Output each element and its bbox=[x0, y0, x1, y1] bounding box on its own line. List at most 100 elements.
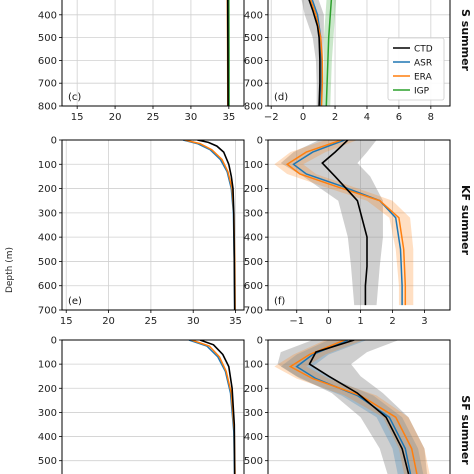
x-tick-label: 20 bbox=[102, 316, 115, 327]
panel-frame bbox=[267, 339, 451, 474]
y-tick-label: 300 bbox=[38, 208, 57, 219]
y-tick-label: 200 bbox=[244, 384, 263, 395]
y-tick-label: 200 bbox=[244, 184, 263, 195]
row-label-kf-summer: KF summer bbox=[459, 185, 472, 256]
y-tick-label: 600 bbox=[38, 56, 57, 67]
x-tick-label: 6 bbox=[396, 112, 402, 123]
y-tick-label: 300 bbox=[244, 208, 263, 219]
y-tick-label: 700 bbox=[244, 79, 263, 90]
x-tick-label: 15 bbox=[60, 316, 73, 327]
panel-6: 0 100 200 300 400 500 bbox=[244, 336, 451, 474]
series-line-igp bbox=[325, 0, 333, 106]
legend-label-igp: IGP bbox=[414, 87, 430, 97]
y-tick-label: 500 bbox=[244, 33, 263, 44]
series-line-era bbox=[309, 0, 324, 106]
y-tick-label: 0 bbox=[51, 336, 57, 347]
x-tick-label: 0 bbox=[300, 112, 306, 123]
plot-area bbox=[182, 140, 236, 310]
x-tick-label: 20 bbox=[109, 112, 122, 123]
y-tick-label: 0 bbox=[51, 136, 57, 147]
y-tick-label: 500 bbox=[38, 257, 57, 268]
legend-label-ctd: CTD bbox=[414, 45, 433, 55]
series-line-asr bbox=[292, 140, 403, 306]
y-tick-label: 400 bbox=[38, 432, 57, 443]
x-tick-label: 3 bbox=[421, 316, 427, 327]
y-tick-label: 700 bbox=[38, 79, 57, 90]
series-line-era bbox=[184, 140, 236, 310]
panel-frame bbox=[267, 139, 451, 311]
y-tick-label: 100 bbox=[38, 360, 57, 371]
x-tick-label: 8 bbox=[428, 112, 434, 123]
x-tick-label: 2 bbox=[332, 112, 338, 123]
y-tick-label: 100 bbox=[244, 360, 263, 371]
band-asr bbox=[280, 340, 424, 474]
legend: CTD ASR ERA IGP bbox=[387, 37, 445, 101]
y-tick-label: 600 bbox=[244, 56, 263, 67]
y-tick-label: 700 bbox=[38, 306, 57, 317]
y-tick-label: 500 bbox=[244, 257, 263, 268]
series-line-ctd bbox=[308, 340, 410, 474]
x-tick-label: −2 bbox=[264, 112, 279, 123]
row-label-sf-summer: SF summer bbox=[459, 395, 472, 465]
panel-4: 0 100 200 300 400 500 600 700 −1 0 1 2 3 (f) bbox=[244, 136, 451, 327]
y-tick-label: 600 bbox=[244, 281, 263, 292]
y-tick-label: 400 bbox=[244, 10, 263, 21]
y-tick-label: 800 bbox=[244, 102, 263, 113]
x-tick-label: 35 bbox=[229, 316, 242, 327]
series-line-ctd bbox=[321, 140, 368, 306]
y-tick-label: 400 bbox=[244, 233, 263, 244]
y-tick-label: 500 bbox=[38, 33, 57, 44]
plot-area bbox=[301, 0, 337, 106]
panels-group: 3004005006007008001520253035(c)300400500… bbox=[38, 0, 451, 474]
x-tick-label: 15 bbox=[71, 112, 84, 123]
legend-label-asr: ASR bbox=[414, 59, 432, 69]
legend-box bbox=[387, 37, 445, 101]
panel-1: 3004005006007008001520253035(c) bbox=[38, 0, 245, 123]
panel-label: (e) bbox=[68, 296, 82, 307]
y-tick-label: 0 bbox=[257, 336, 263, 347]
y-tick-label: 300 bbox=[38, 408, 57, 419]
y-tick-label: 300 bbox=[244, 408, 263, 419]
x-tick-label: −1 bbox=[289, 316, 304, 327]
series-line-ctd bbox=[199, 340, 236, 474]
x-tick-label: 4 bbox=[364, 112, 370, 123]
band-era bbox=[274, 140, 414, 306]
panel-label: (f) bbox=[274, 296, 285, 307]
panel-5: 0 100 200 300 400 500 bbox=[38, 336, 245, 474]
y-tick-label: 700 bbox=[244, 306, 263, 317]
y-tick-label: 500 bbox=[38, 456, 57, 467]
y-tick-label: 600 bbox=[38, 281, 57, 292]
y-tick-label: 200 bbox=[38, 184, 57, 195]
y-tick-label: 0 bbox=[257, 136, 263, 147]
plot-area bbox=[274, 140, 414, 306]
x-tick-label: 25 bbox=[147, 112, 160, 123]
band-igp bbox=[322, 0, 337, 106]
x-tick-label: 1 bbox=[357, 316, 363, 327]
x-tick-label: 30 bbox=[187, 316, 200, 327]
x-tick-label: 0 bbox=[325, 316, 331, 327]
panel-frame bbox=[61, 139, 245, 311]
y-tick-label: 100 bbox=[38, 160, 57, 171]
y-tick-label: 500 bbox=[244, 456, 263, 467]
series-line-era bbox=[191, 340, 236, 474]
panel-label: (c) bbox=[68, 92, 81, 103]
panel-frame bbox=[61, 339, 245, 474]
x-tick-label: 30 bbox=[185, 112, 198, 123]
series-line-asr bbox=[182, 140, 236, 310]
x-tick-label: 25 bbox=[145, 316, 158, 327]
plot-area bbox=[188, 340, 236, 474]
series-line-era bbox=[288, 340, 418, 474]
legend-label-era: ERA bbox=[414, 73, 433, 83]
series-line-ctd bbox=[308, 0, 321, 106]
band-ctd bbox=[277, 340, 428, 474]
y-tick-label: 800 bbox=[38, 102, 57, 113]
row-label-s-summer: S summer bbox=[459, 9, 472, 72]
y-tick-label: 400 bbox=[38, 233, 57, 244]
panel-frame bbox=[267, 0, 451, 107]
series-line-era bbox=[285, 140, 407, 306]
y-tick-label: 100 bbox=[244, 160, 263, 171]
y-axis-label: Depth (m) bbox=[5, 247, 15, 293]
